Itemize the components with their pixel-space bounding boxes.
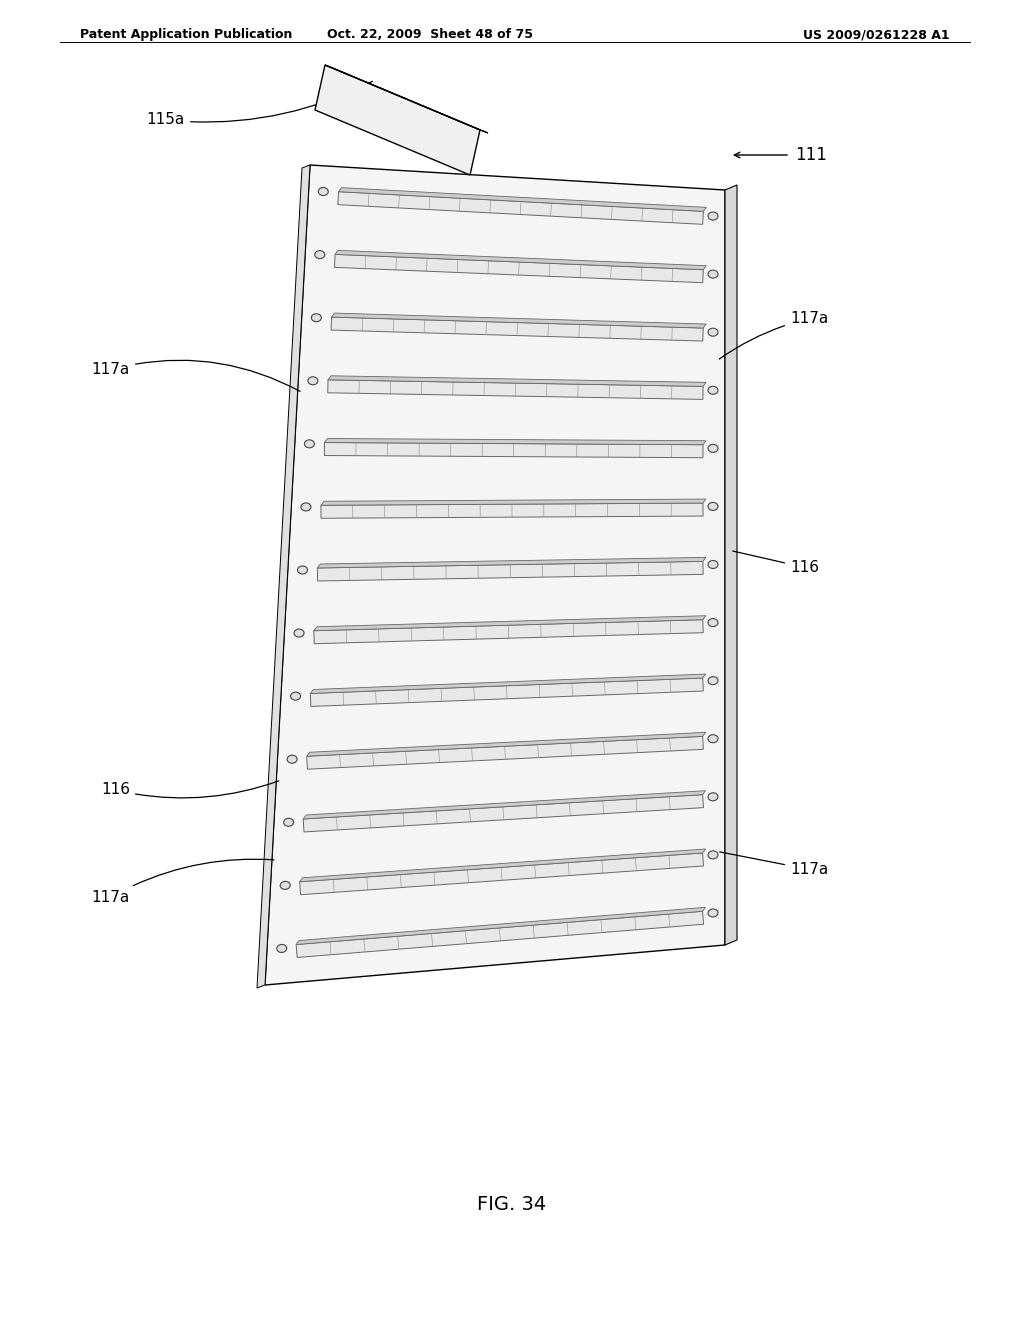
Ellipse shape [708, 387, 718, 395]
Polygon shape [300, 853, 703, 895]
Polygon shape [335, 255, 703, 282]
Ellipse shape [708, 851, 718, 859]
Polygon shape [339, 187, 707, 211]
Ellipse shape [281, 882, 290, 890]
Text: Patent Application Publication: Patent Application Publication [80, 28, 293, 41]
Text: 116: 116 [101, 781, 279, 797]
Polygon shape [303, 791, 706, 818]
Polygon shape [315, 65, 480, 176]
Polygon shape [325, 442, 703, 458]
Ellipse shape [311, 314, 322, 322]
Ellipse shape [708, 271, 718, 279]
Polygon shape [325, 438, 706, 445]
Polygon shape [313, 619, 703, 644]
Polygon shape [317, 561, 703, 581]
Text: 115a: 115a [146, 82, 373, 128]
Polygon shape [296, 911, 703, 957]
Text: 117a: 117a [720, 851, 828, 876]
Ellipse shape [708, 735, 718, 743]
Polygon shape [257, 165, 310, 987]
Polygon shape [338, 191, 703, 224]
Text: 116: 116 [733, 550, 819, 576]
Polygon shape [303, 795, 703, 832]
Ellipse shape [314, 251, 325, 259]
Ellipse shape [708, 619, 718, 627]
Ellipse shape [708, 677, 718, 685]
Ellipse shape [708, 329, 718, 337]
Ellipse shape [284, 818, 294, 826]
Ellipse shape [318, 187, 329, 195]
Ellipse shape [287, 755, 297, 763]
Polygon shape [307, 733, 706, 756]
Polygon shape [307, 737, 703, 770]
Polygon shape [725, 185, 737, 945]
Ellipse shape [304, 440, 314, 447]
Ellipse shape [708, 213, 718, 220]
Ellipse shape [294, 630, 304, 638]
Text: Oct. 22, 2009  Sheet 48 of 75: Oct. 22, 2009 Sheet 48 of 75 [327, 28, 534, 41]
Ellipse shape [301, 503, 311, 511]
Polygon shape [310, 678, 703, 706]
Text: 117a: 117a [92, 859, 274, 904]
Ellipse shape [708, 793, 718, 801]
Text: 117a: 117a [719, 312, 828, 359]
Text: FIG. 34: FIG. 34 [477, 1196, 547, 1214]
Polygon shape [328, 380, 703, 400]
Ellipse shape [298, 566, 307, 574]
Polygon shape [321, 499, 706, 506]
Polygon shape [325, 65, 488, 133]
Polygon shape [335, 251, 707, 269]
Ellipse shape [708, 561, 718, 569]
Polygon shape [331, 317, 703, 341]
Text: US 2009/0261228 A1: US 2009/0261228 A1 [804, 28, 950, 41]
Polygon shape [332, 313, 707, 329]
Text: 111: 111 [795, 147, 826, 164]
Ellipse shape [291, 692, 301, 700]
Text: 117a: 117a [92, 360, 300, 391]
Ellipse shape [276, 944, 287, 953]
Ellipse shape [308, 376, 317, 384]
Polygon shape [313, 615, 706, 631]
Polygon shape [300, 849, 706, 882]
Ellipse shape [708, 445, 718, 453]
Polygon shape [310, 675, 706, 693]
Polygon shape [265, 165, 725, 985]
Polygon shape [328, 376, 707, 387]
Polygon shape [317, 557, 706, 568]
Ellipse shape [708, 909, 718, 917]
Polygon shape [321, 503, 703, 519]
Ellipse shape [708, 503, 718, 511]
Polygon shape [296, 907, 706, 945]
